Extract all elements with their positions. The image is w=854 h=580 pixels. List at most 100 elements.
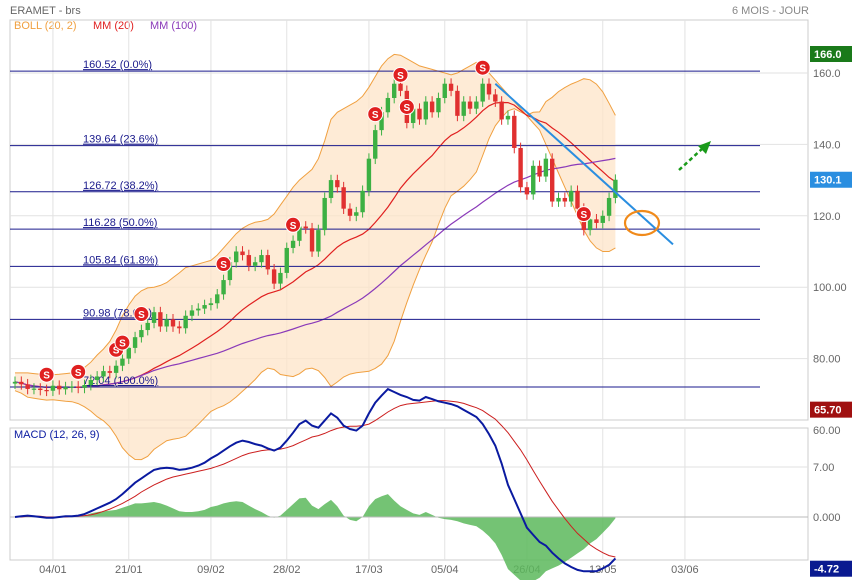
sell-signal-icon [133, 306, 150, 323]
candle-body [613, 179, 618, 198]
candle-body [442, 83, 447, 98]
candle-body [107, 371, 112, 373]
candle-body [189, 310, 195, 316]
candle-body [139, 330, 144, 338]
candle-body [19, 381, 24, 385]
candle-body [94, 376, 100, 381]
x-tick-label: 03/06 [671, 564, 699, 576]
sell-signal-letter: S [75, 368, 82, 379]
period-label: 6 MOIS - JOUR [732, 5, 809, 17]
candle-body [265, 255, 270, 270]
sell-signal-letter: S [290, 221, 297, 232]
candle-body [587, 219, 593, 231]
candle-body [373, 130, 378, 159]
fib-label: 139.64 (23.6%) [83, 134, 158, 146]
x-tick-label: 09/02 [197, 564, 225, 576]
candle-body [423, 101, 428, 120]
macd-badge [810, 560, 852, 577]
sell-signal-icon [474, 59, 491, 76]
bollinger-band-fill [15, 54, 616, 460]
sell-signal-letter: S [119, 339, 126, 350]
candle-body [132, 337, 138, 348]
macd-y-tick-label: 7.00 [813, 462, 834, 474]
sell-signal-icon [38, 366, 55, 383]
fib-label: 105.84 (61.8%) [83, 254, 158, 266]
sell-signal-letter: S [404, 103, 411, 114]
candle-body [429, 101, 435, 113]
fib-label: 126.72 (38.2%) [83, 180, 158, 192]
x-tick-label: 13/05 [589, 564, 617, 576]
sell-signal-letter: S [372, 110, 379, 121]
y-tick-label: 120.0 [813, 211, 841, 223]
candle-body [284, 247, 289, 273]
candle-body [240, 251, 245, 256]
candle-body [221, 280, 226, 295]
candle-body [467, 101, 473, 109]
candle-body [158, 312, 163, 327]
candle-body [82, 385, 87, 388]
sell-signal-letter: S [138, 310, 145, 321]
sell-signal-icon [398, 98, 415, 115]
candle-body [31, 388, 37, 390]
candle-body [88, 380, 94, 386]
candle-body [183, 315, 188, 329]
candle-body [38, 388, 43, 391]
candle-body [493, 94, 498, 102]
candle-body [12, 381, 18, 384]
candle-body [486, 83, 492, 95]
candle-body [316, 230, 321, 252]
candle-body [309, 228, 315, 252]
y-tick-label: 100.00 [813, 282, 847, 294]
breakout-arrow-line [678, 147, 704, 171]
candle-body [145, 322, 150, 331]
sell-signal-letter: S [580, 210, 587, 221]
price-badge-label: 65.70 [814, 405, 842, 417]
price-badge-blue [810, 171, 852, 188]
candle-body [366, 158, 372, 191]
candle-body [354, 212, 359, 216]
bollinger-lower-line [14, 78, 616, 461]
mm100-line [14, 157, 616, 389]
candle-body [392, 83, 397, 98]
candle-body [57, 385, 62, 390]
sell-signal-letter: S [220, 260, 227, 271]
candle-body [215, 294, 220, 304]
sell-signal-icon [575, 206, 592, 223]
macd-signal-line [15, 400, 616, 558]
breakout-arrow-head [698, 141, 711, 154]
macd-badge-label: -4.72 [814, 564, 839, 576]
candles [12, 78, 618, 397]
candle-body [568, 190, 574, 202]
x-tick-label: 05/04 [431, 564, 459, 576]
candle-body [461, 101, 466, 116]
candle-body [101, 371, 106, 377]
fibonacci-levels: 160.52 (0.0%) 139.64 (23.6%) 126.72 (38.2%… [10, 59, 760, 388]
candle-body [50, 385, 56, 391]
x-tick-label: 04/01 [39, 564, 67, 576]
candle-body [328, 180, 334, 198]
candle-body [512, 115, 517, 148]
candle-body [455, 90, 460, 116]
sell-signal-letter: S [113, 346, 120, 357]
candle-body [177, 326, 182, 329]
candle-body [227, 262, 233, 281]
price-panel-frame [9, 19, 809, 421]
macd-line [14, 387, 617, 573]
candle-body [499, 101, 504, 120]
macd-panel-frame [9, 427, 809, 561]
legend-mm20: MM (20) [93, 20, 134, 32]
candle-body [505, 115, 511, 120]
sell-signal-icon [285, 216, 302, 233]
candle-body [385, 97, 391, 113]
candle-body [543, 158, 549, 177]
candle-body [76, 386, 81, 388]
candle-body [25, 384, 30, 389]
candle-body [410, 108, 416, 123]
candle-body [259, 255, 264, 263]
fib-label: 160.52 (0.0%) [83, 59, 152, 71]
candle-body [69, 386, 75, 388]
price-badge-label: 130.1 [814, 175, 842, 187]
candle-body [196, 308, 201, 311]
price-badge-red [810, 401, 852, 418]
